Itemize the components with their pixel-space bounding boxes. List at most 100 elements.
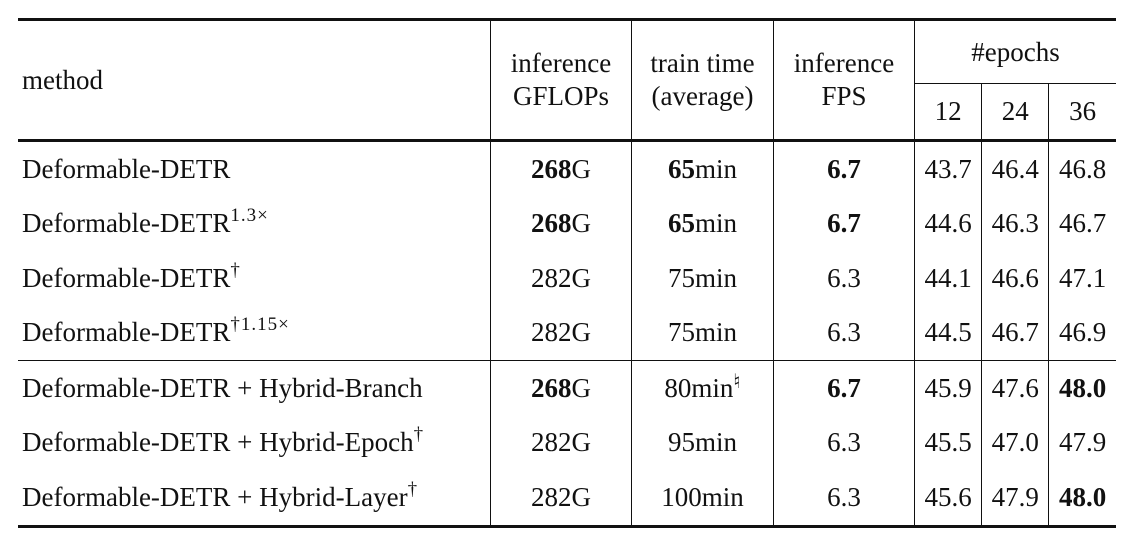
cell-fps: 6.3: [773, 305, 915, 361]
method-name: Deformable-DETR: [22, 317, 231, 348]
cell-epoch-36: 48.0: [1048, 360, 1116, 416]
cell-train-time: 95min: [631, 415, 774, 470]
header-epoch-24: 24: [981, 83, 1049, 142]
cell-fps: 6.7: [773, 140, 915, 197]
gflops-unit: G: [571, 481, 592, 512]
cell-method: Deformable-DETR + Hybrid-Layer†: [18, 470, 491, 528]
header-train-line1: train time: [650, 48, 755, 79]
epoch-36-value: 46.7: [1059, 208, 1107, 239]
cell-train-time: 80min♮: [631, 360, 774, 416]
train-value: 80: [664, 372, 692, 403]
epoch-36-value: 48.0: [1059, 481, 1107, 512]
train-unit: min: [694, 208, 737, 239]
cell-gflops: 268G: [490, 140, 632, 197]
train-value: 75: [667, 317, 695, 348]
cell-epoch-24: 46.7: [981, 305, 1049, 361]
fps-value: 6.7: [827, 372, 861, 403]
table-row: Deformable-DETR + Hybrid-Epoch† 282G 95min…: [18, 415, 1116, 471]
method-marker: †: [413, 424, 425, 446]
cell-epoch-24: 46.6: [981, 251, 1049, 306]
cell-train-time: 75min: [631, 305, 774, 361]
gflops-value: 268: [531, 208, 572, 239]
header-train-line2: (average): [651, 81, 754, 111]
method-marker: †: [230, 259, 241, 281]
cell-epoch-36: 48.0: [1048, 470, 1116, 528]
train-unit: min: [691, 372, 734, 403]
train-unit: min: [694, 317, 737, 348]
epoch-36-value: 46.9: [1059, 317, 1107, 348]
cell-epoch-36: 47.9: [1048, 415, 1116, 470]
cell-train-time: 65min: [631, 140, 774, 197]
header-epochs-group: #epochs: [914, 19, 1116, 84]
cell-gflops: 282G: [490, 470, 632, 528]
header-gflops-line1: inference: [510, 48, 612, 79]
header-fps: inference FPS: [773, 19, 915, 142]
table-row: Deformable-DETR + Hybrid-Layer† 282G 100mi…: [18, 470, 1116, 528]
gflops-unit: G: [571, 208, 592, 239]
cell-epoch-12: 44.1: [913, 251, 982, 306]
train-value: 95: [667, 427, 695, 458]
cell-epoch-36: 46.8: [1048, 140, 1116, 197]
header-method: method: [18, 19, 491, 142]
cell-train-time: 75min: [631, 251, 774, 306]
table-row: Deformable-DETR1.3× 268G 65min 6.7 44.6 46.3 4…: [18, 196, 1116, 251]
gflops-unit: G: [571, 153, 592, 184]
cell-method: Deformable-DETR + Hybrid-Branch: [18, 360, 491, 416]
cell-fps: 6.7: [773, 360, 915, 416]
cell-epoch-24: 46.3: [981, 196, 1049, 251]
train-unit: min: [694, 262, 737, 293]
gflops-unit: G: [571, 317, 592, 348]
table-body: Deformable-DETR 268G 65min 6.7 43.7 46.4 46.8 D…: [18, 140, 1116, 528]
train-marker: ♮: [733, 370, 741, 393]
header-epoch-36: 36: [1048, 83, 1116, 142]
gflops-value: 268: [531, 372, 572, 403]
train-value: 65: [667, 153, 695, 184]
cell-gflops: 282G: [490, 415, 632, 470]
header-gflops-line2: GFLOPs: [512, 81, 610, 111]
results-table: method inference GFLOPs train time (aver…: [18, 18, 1116, 528]
cell-epoch-12: 45.6: [913, 470, 982, 528]
header-train-time: train time (average): [631, 19, 774, 142]
cell-epoch-24: 47.6: [981, 360, 1049, 416]
cell-method: Deformable-DETR†1.15×: [18, 306, 491, 361]
cell-epoch-24: 47.9: [981, 470, 1049, 528]
epoch-36-value: 47.9: [1059, 427, 1107, 458]
cell-fps: 6.3: [773, 415, 915, 470]
cell-method: Deformable-DETR: [18, 141, 491, 197]
cell-epoch-36: 46.9: [1048, 305, 1116, 361]
method-marker: †: [407, 478, 419, 500]
gflops-value: 268: [531, 153, 572, 184]
epoch-36-value: 47.1: [1059, 262, 1107, 293]
epoch-36-value: 46.8: [1059, 153, 1107, 184]
train-unit: min: [694, 427, 737, 458]
gflops-value: 282: [531, 317, 572, 348]
method-name: Deformable-DETR + Hybrid-Branch: [22, 372, 423, 403]
cell-method: Deformable-DETR + Hybrid-Epoch†: [18, 416, 491, 471]
table-row: Deformable-DETR + Hybrid-Branch 268G 80min…: [18, 360, 1116, 416]
header-epoch-12: 12: [913, 83, 982, 142]
header-gflops: inference GFLOPs: [490, 19, 632, 142]
train-value: 100: [661, 481, 702, 512]
gflops-unit: G: [571, 262, 592, 293]
cell-epoch-24: 47.0: [981, 415, 1049, 470]
method-name: Deformable-DETR + Hybrid-Layer: [22, 481, 408, 512]
cell-fps: 6.7: [773, 196, 915, 251]
cell-train-time: 100min: [631, 470, 774, 528]
method-marker: †1.15×: [230, 314, 290, 336]
fps-value: 6.3: [827, 427, 861, 458]
fps-value: 6.7: [827, 208, 861, 239]
method-name: Deformable-DETR: [22, 262, 231, 293]
cell-method: Deformable-DETR†: [18, 251, 491, 306]
cell-epoch-12: 44.6: [913, 196, 982, 251]
cell-epoch-12: 43.7: [913, 140, 982, 197]
gflops-value: 282: [531, 262, 572, 293]
method-marker: 1.3×: [230, 205, 269, 227]
cell-epoch-12: 45.9: [913, 360, 982, 416]
method-name: Deformable-DETR + Hybrid-Epoch: [22, 427, 414, 458]
header-fps-line1: inference: [793, 48, 895, 79]
cell-fps: 6.3: [773, 470, 915, 528]
fps-value: 6.3: [827, 481, 861, 512]
method-name: Deformable-DETR: [22, 208, 231, 239]
gflops-unit: G: [571, 427, 592, 458]
cell-fps: 6.3: [773, 251, 915, 306]
